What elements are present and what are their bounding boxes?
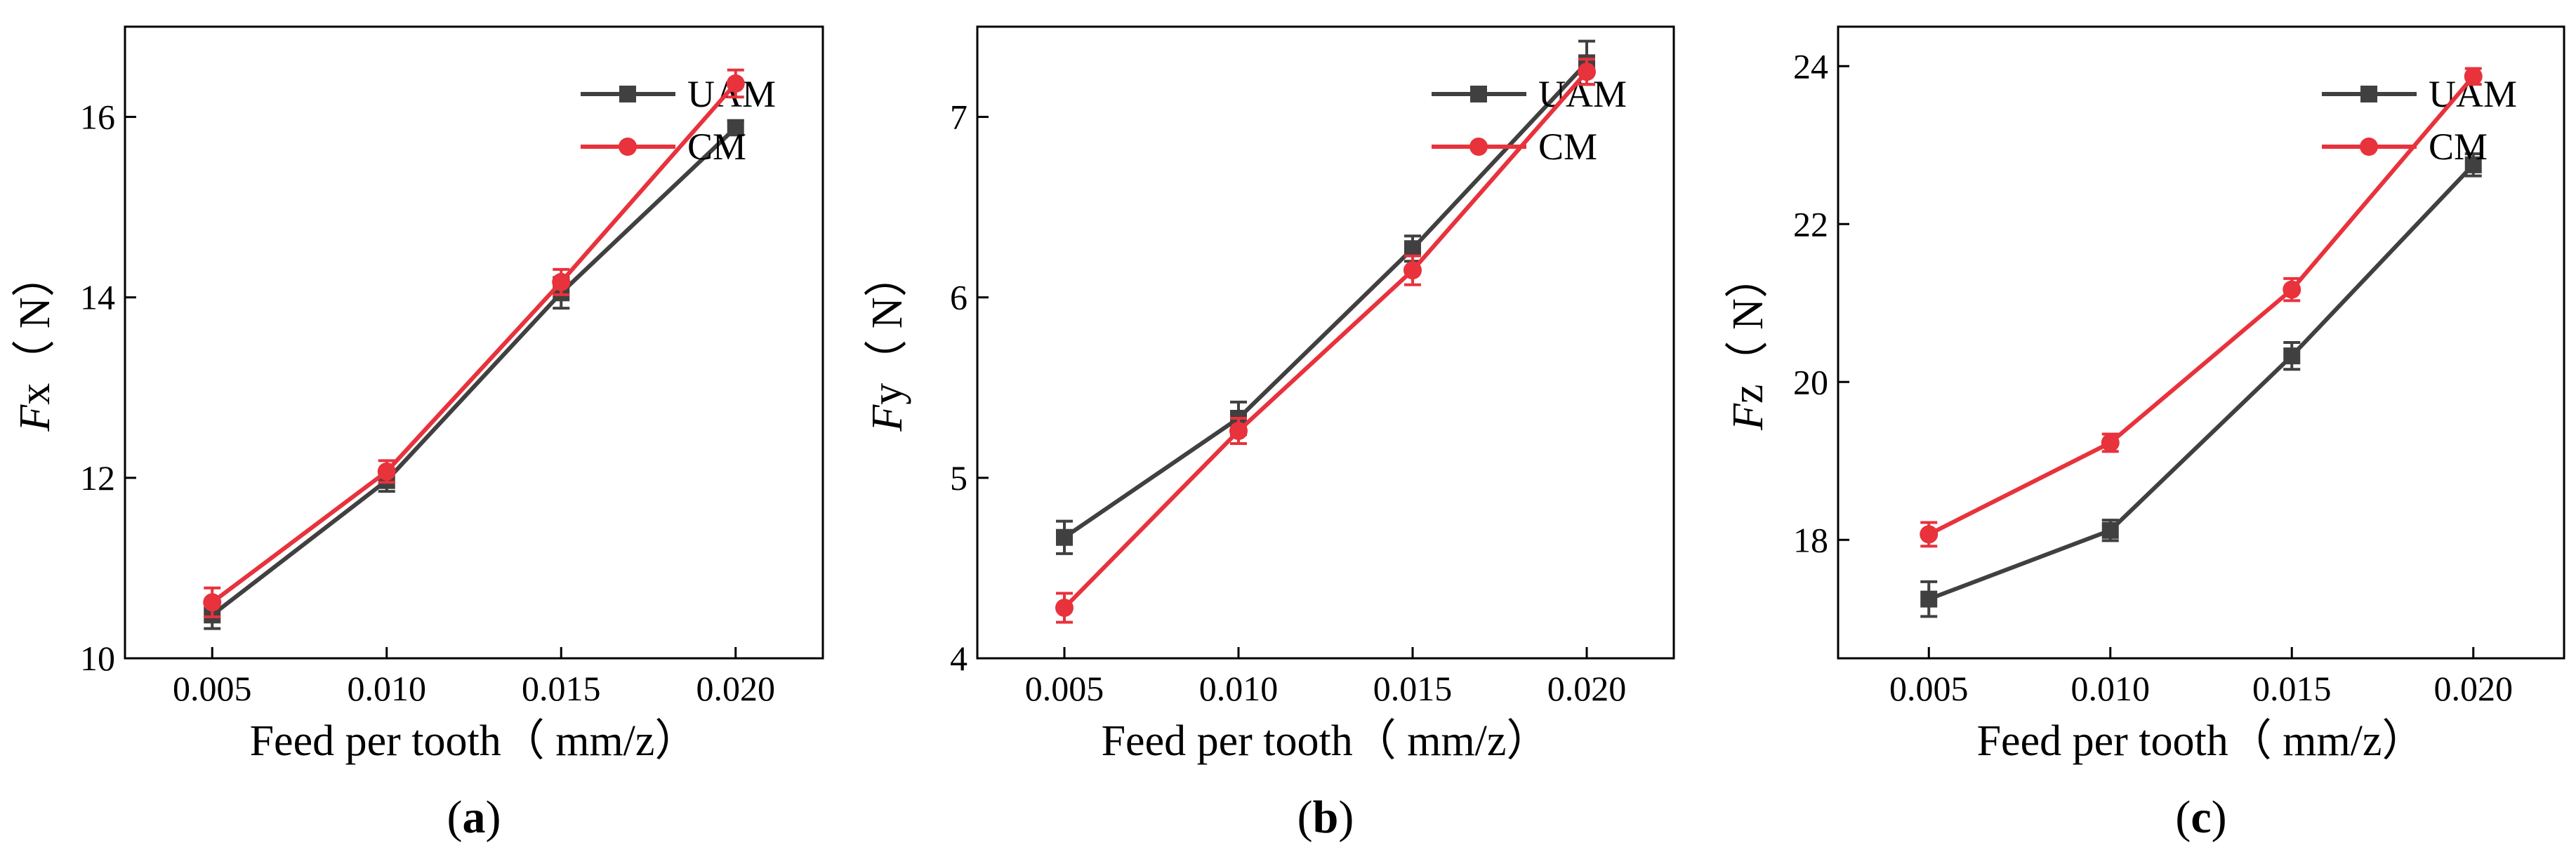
data-point-cm bbox=[377, 462, 396, 481]
legend-marker-cm bbox=[1469, 138, 1488, 156]
data-point-cm bbox=[2101, 433, 2120, 452]
data-point-uam bbox=[2101, 521, 2119, 539]
panel-label-letter: a bbox=[463, 792, 486, 843]
y-tick-label: 18 bbox=[1793, 520, 1828, 559]
plot-frame bbox=[1837, 25, 2565, 660]
data-point-cm bbox=[1403, 261, 1422, 280]
y-tick-label: 6 bbox=[950, 278, 967, 317]
panel-label-paren: ( bbox=[2175, 792, 2191, 843]
data-point-uam bbox=[1404, 240, 1421, 258]
y-axis-title: Fz（ N） bbox=[1724, 255, 1772, 431]
data-point-cm bbox=[2283, 280, 2301, 299]
y-axis-title-variable: F bbox=[1724, 403, 1772, 431]
data-point-uam bbox=[727, 119, 744, 136]
y-tick-label: 16 bbox=[80, 98, 115, 137]
x-tick-label: 0.015 bbox=[522, 669, 601, 708]
y-axis-title-subscript: x bbox=[11, 383, 59, 405]
y-tick-label: 10 bbox=[80, 639, 115, 678]
y-tick-label: 22 bbox=[1793, 204, 1828, 244]
series-line-uam bbox=[1928, 163, 2475, 601]
data-point-cm bbox=[1920, 525, 1938, 544]
data-point-uam bbox=[1056, 528, 1073, 546]
panel-label-paren: ) bbox=[486, 792, 501, 843]
panel-label: (c) bbox=[2175, 792, 2226, 843]
data-point-cm bbox=[552, 272, 571, 291]
legend-label-cm: CM bbox=[1538, 126, 1597, 168]
panel-label-paren: ( bbox=[1297, 792, 1313, 843]
data-point-cm bbox=[203, 593, 222, 612]
x-tick-label: 0.010 bbox=[2071, 669, 2151, 708]
y-axis-title-unit: （ N） bbox=[1724, 255, 1772, 384]
x-axis-title: Feed per tooth（ mm/z） bbox=[1977, 717, 2426, 765]
plot-frame bbox=[976, 25, 1675, 660]
y-axis-title-variable: F bbox=[11, 404, 59, 432]
panel-label-paren: ( bbox=[447, 792, 463, 843]
chart-panel-a: 10 12 14 16 0.005 0.010 0.015 0.020 Feed per too… bbox=[11, 25, 824, 843]
data-point-cm bbox=[2464, 67, 2483, 86]
y-tick-label: 24 bbox=[1793, 46, 1828, 86]
y-axis-title: Fx（ N） bbox=[11, 253, 59, 432]
y-axis-title-subscript: z bbox=[1724, 384, 1772, 404]
data-point-cm bbox=[726, 74, 745, 93]
y-axis-title-subscript: y bbox=[864, 383, 911, 405]
panel-label-letter: c bbox=[2191, 792, 2211, 843]
chart-panel-b: 4 5 6 7 0.005 0.010 0.015 0.020 Feed per tooth（ … bbox=[864, 25, 1675, 843]
legend-label-cm: CM bbox=[2429, 126, 2488, 168]
legend-label-cm: CM bbox=[687, 126, 746, 168]
series-line-cm bbox=[1062, 70, 1589, 610]
x-tick-label: 0.015 bbox=[2252, 669, 2332, 708]
x-tick-label: 0.020 bbox=[2434, 669, 2514, 708]
legend-marker-uam bbox=[619, 86, 636, 102]
x-tick-label: 0.010 bbox=[1199, 669, 1279, 708]
y-tick-label: 7 bbox=[950, 98, 967, 137]
panel-label: (b) bbox=[1297, 792, 1354, 843]
y-axis-title: Fy（ N） bbox=[864, 253, 911, 432]
data-point-uam bbox=[1920, 590, 1938, 608]
x-tick-label: 0.020 bbox=[696, 669, 776, 708]
series-line-cm bbox=[211, 82, 738, 604]
series-line-cm bbox=[1927, 74, 2476, 537]
x-tick-label: 0.010 bbox=[348, 669, 427, 708]
y-tick-label: 4 bbox=[950, 639, 967, 678]
legend-marker-uam bbox=[2360, 86, 2377, 102]
x-axis-title: Feed per tooth（ mm/z） bbox=[250, 717, 699, 765]
data-point-cm bbox=[1055, 599, 1074, 617]
plot-frame bbox=[124, 25, 824, 660]
data-point-uam bbox=[2283, 347, 2301, 365]
y-tick-label: 12 bbox=[80, 458, 115, 498]
x-tick-label: 0.015 bbox=[1373, 669, 1453, 708]
x-tick-label: 0.005 bbox=[1025, 669, 1104, 708]
legend-marker-uam bbox=[1470, 86, 1487, 102]
panel-label: (a) bbox=[447, 792, 501, 843]
x-tick-label: 0.020 bbox=[1547, 669, 1627, 708]
legend-marker-cm bbox=[619, 138, 637, 156]
x-axis-title: Feed per tooth（ mm/z） bbox=[1102, 717, 1550, 765]
legend-marker-cm bbox=[2360, 138, 2378, 156]
data-point-uam bbox=[2464, 156, 2482, 173]
data-point-cm bbox=[1578, 62, 1596, 81]
y-axis-title-variable: F bbox=[864, 404, 911, 432]
series-line-uam bbox=[211, 126, 737, 617]
y-tick-label: 14 bbox=[80, 278, 115, 317]
panel-label-letter: b bbox=[1313, 792, 1339, 843]
x-tick-label: 0.005 bbox=[1889, 669, 1969, 708]
series-line-uam bbox=[1063, 61, 1589, 540]
panel-label-paren: ) bbox=[2212, 792, 2227, 843]
y-tick-label: 20 bbox=[1793, 362, 1828, 401]
panel-label-paren: ) bbox=[1338, 792, 1354, 843]
y-axis-title-unit: （ N） bbox=[11, 253, 59, 382]
data-point-cm bbox=[1229, 422, 1248, 440]
x-tick-label: 0.005 bbox=[173, 669, 252, 708]
y-tick-label: 5 bbox=[950, 458, 967, 498]
y-axis-title-unit: （ N） bbox=[864, 253, 911, 382]
